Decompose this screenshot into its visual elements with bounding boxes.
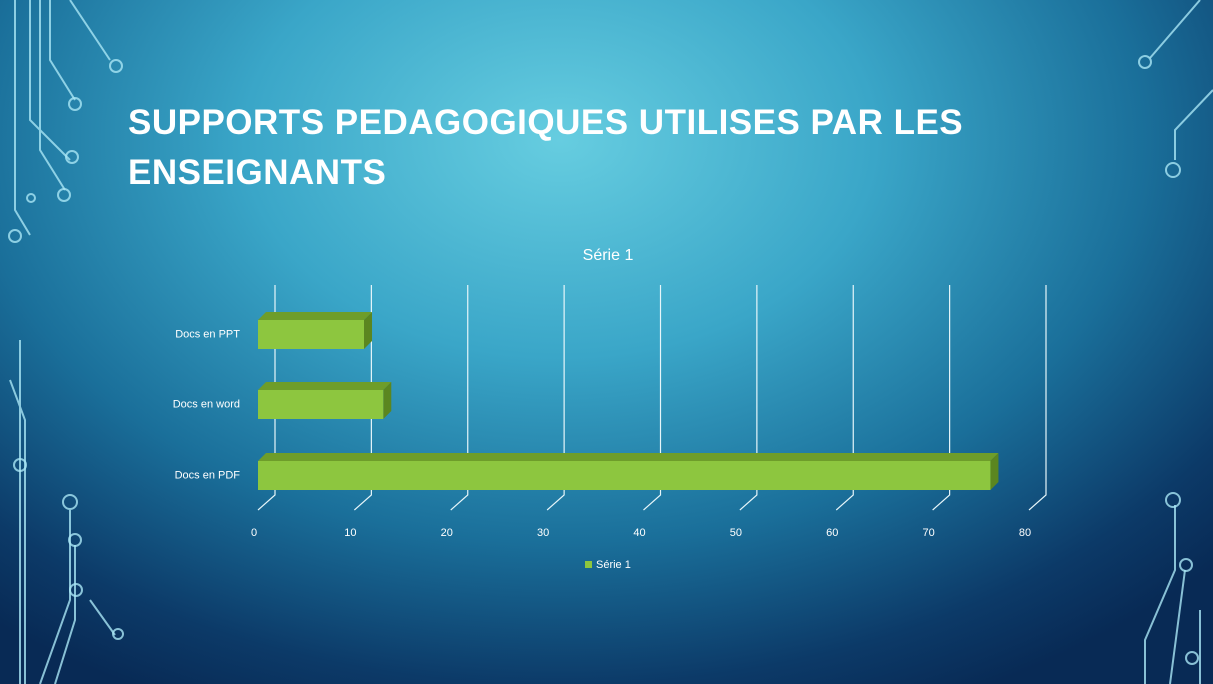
bar [258,390,383,419]
y-tick-label: Docs en PPT [175,328,240,340]
slide: Série 1 Série 1 0 10 20 30 40 50 60 70 80 Docs en… [0,0,1213,684]
y-tick-label: Docs en PDF [175,469,241,481]
bar-top [258,382,391,390]
x-tick-label: 0 [251,527,257,539]
x-tick-label: 80 [1019,527,1031,539]
slide-title: SUPPORTS PEDAGOGIQUES UTILISES PAR LES E… [128,98,1028,198]
bar [258,461,990,490]
x-tick-label: 50 [730,527,742,539]
bar-top [258,312,372,320]
chart-title: Série 1 [583,247,634,264]
legend-swatch [585,561,592,568]
x-tick-label: 10 [344,527,356,539]
x-tick-label: 40 [633,527,645,539]
x-tick-label: 20 [441,527,453,539]
x-tick-label: 30 [537,527,549,539]
legend-label: Série 1 [596,559,631,571]
bar [258,320,364,349]
grid-line [1029,285,1046,510]
y-tick-label: Docs en word [173,398,240,410]
bar-top [258,453,998,461]
x-tick-label: 60 [826,527,838,539]
x-tick-label: 70 [923,527,935,539]
